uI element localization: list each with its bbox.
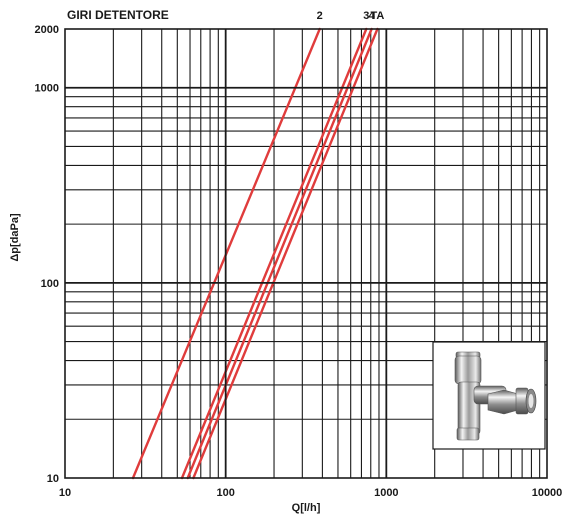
valve-photo-inset [432, 341, 546, 450]
plot-frame: 2 3 4TA GIRI DETENTORE 10 100 1000 10000 10 100 10… [9, 8, 562, 514]
curve-label-3: 3 [363, 10, 369, 22]
plot-border [64, 28, 548, 479]
x-tick-label: 100 [216, 487, 234, 499]
curve-label-4: 4 [369, 10, 376, 22]
y-tick-label: 1000 [35, 83, 59, 95]
x-axis-title: Q[l/h] [292, 502, 321, 514]
x-tick-label: 10000 [532, 487, 563, 499]
series-line-4 [186, 27, 373, 480]
y-tick-label: 2000 [35, 24, 59, 36]
curve-label-ta: TA [370, 10, 384, 22]
series-line-ta [192, 27, 379, 480]
curve-label-2: 2 [317, 10, 323, 22]
series-line-3 [180, 27, 368, 480]
chart-title: GIRI DETENTORE [67, 8, 169, 22]
x-tick-label: 10 [59, 487, 71, 499]
y-axis-title: Δp[daPa] [9, 213, 21, 262]
y-tick-label: 100 [41, 278, 59, 290]
x-tick-label: 1000 [374, 487, 398, 499]
y-tick-label: 10 [47, 473, 59, 485]
valve-icon [454, 351, 537, 441]
